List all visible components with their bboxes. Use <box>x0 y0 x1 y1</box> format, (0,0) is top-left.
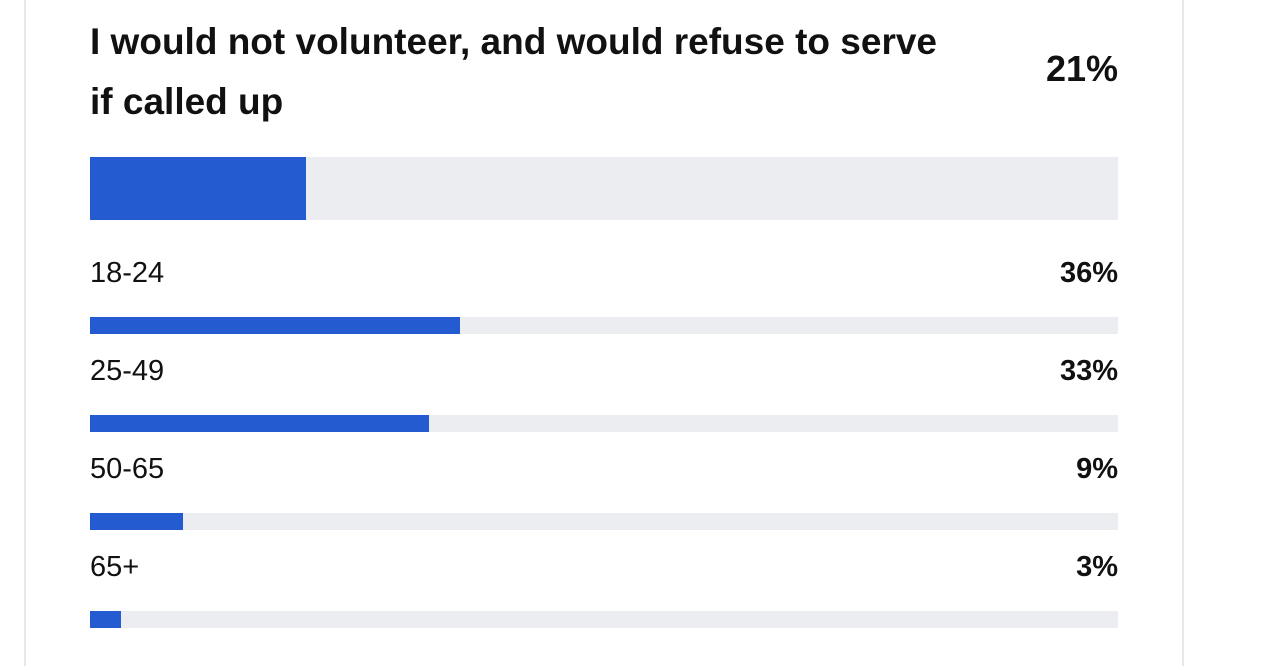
card-border <box>24 0 26 666</box>
bar-track <box>90 513 1118 530</box>
bar <box>90 317 461 334</box>
card-border <box>1182 0 1184 666</box>
group-label: 50-65 <box>90 453 165 485</box>
bar-track <box>90 317 1118 334</box>
option-percent: 21% <box>1045 48 1118 89</box>
bar-track <box>90 611 1118 628</box>
bar-track <box>90 415 1118 432</box>
group-label: 25-49 <box>90 355 165 387</box>
group-label: 65+ <box>90 551 140 583</box>
group-percent: 33% <box>1059 355 1118 387</box>
group-percent: 3% <box>1076 551 1118 583</box>
group-label: 18-24 <box>90 257 165 289</box>
bar <box>90 415 430 432</box>
bar-track <box>90 157 1118 220</box>
option-text: I would not volunteer, and would refuse … <box>90 21 938 122</box>
bar <box>90 157 306 220</box>
group-percent: 9% <box>1076 453 1118 485</box>
bar <box>90 611 121 628</box>
group-percent: 36% <box>1059 257 1118 289</box>
bar <box>90 513 183 530</box>
